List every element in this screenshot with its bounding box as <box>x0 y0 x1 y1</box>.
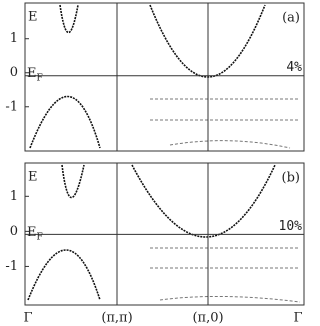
flat-band <box>150 98 300 149</box>
y-tick-label: -1 <box>5 259 18 274</box>
band-curve <box>61 164 85 199</box>
ef-subscript: F <box>37 73 43 83</box>
annotation: 10% <box>279 219 303 234</box>
ef-subscript: F <box>37 232 43 242</box>
y-axis-label: E <box>28 170 38 185</box>
ef-label: EF <box>27 66 43 83</box>
y-tick-label: 0 <box>10 65 18 80</box>
bands-b <box>27 164 301 303</box>
band-curve <box>59 4 79 33</box>
x-tick-label: Γ <box>23 311 32 326</box>
bands-a <box>29 4 300 149</box>
y-tick-label: 1 <box>10 189 18 204</box>
flat-band <box>150 247 301 303</box>
x-tick-label: Γ <box>293 311 302 326</box>
y-tick-label: 0 <box>10 224 18 239</box>
plot-frame <box>24 2 305 152</box>
y-tick-label: -1 <box>5 99 18 114</box>
annotation: 4% <box>286 60 302 75</box>
ef-label: EF <box>27 225 43 242</box>
band-curve <box>27 249 101 301</box>
x-tick-label: (π,π) <box>101 311 132 326</box>
panel-label: (a) <box>282 11 300 26</box>
y-tick-label: 1 <box>10 31 18 46</box>
band-curve <box>131 164 276 238</box>
x-tick-label: (π,0) <box>192 311 223 326</box>
y-axis-label: E <box>28 10 38 25</box>
panel-label: (b) <box>282 171 300 186</box>
band-curve <box>29 96 101 149</box>
